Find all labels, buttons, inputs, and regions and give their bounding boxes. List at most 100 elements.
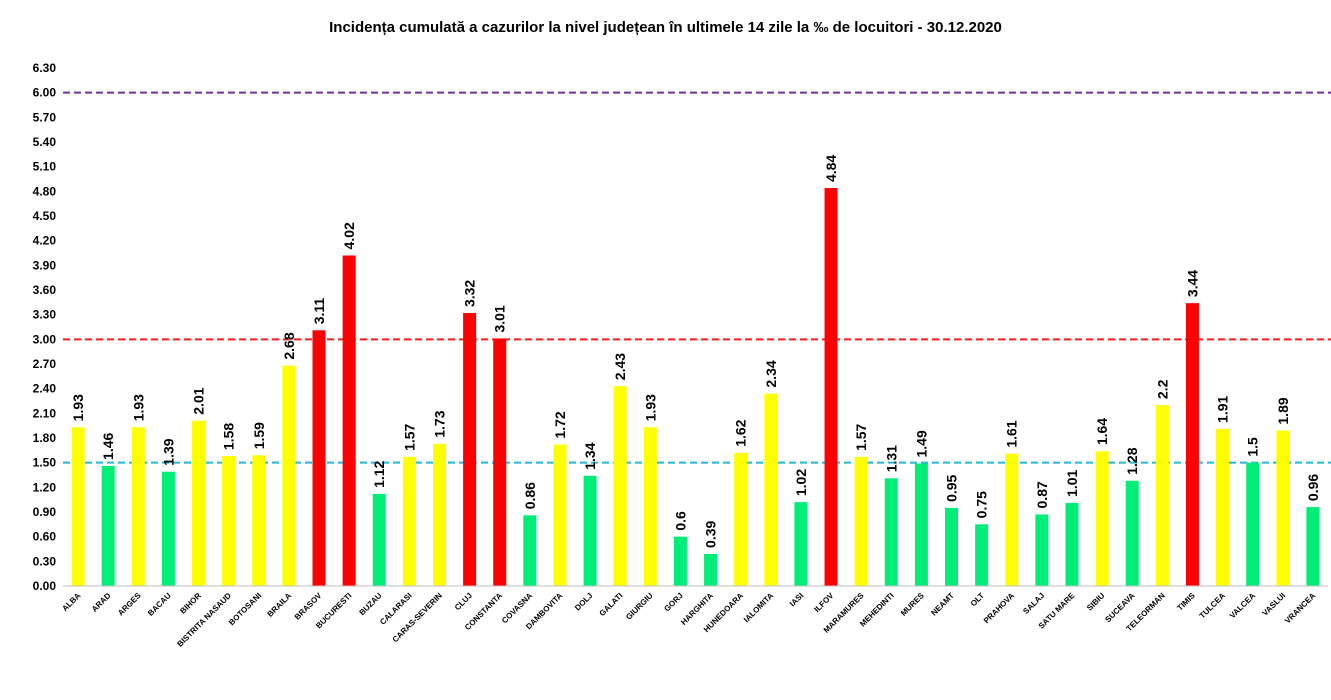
value-label-iasi: 1.02 [793,469,809,496]
value-label-bacau: 1.39 [160,438,176,465]
value-label-vaslui: 1.89 [1275,397,1291,424]
bar-sibiu [1095,451,1109,586]
value-label-dolj: 1.34 [582,442,598,469]
x-tick-label-timis: TIMIS [1175,591,1197,613]
value-label-arges: 1.93 [130,394,146,421]
bar-bucuresti [342,255,356,586]
y-tick-label: 3.00 [33,332,57,346]
bar-neamt [945,507,959,586]
y-tick-label: 6.30 [33,61,57,75]
value-label-ilfov: 4.84 [823,155,839,182]
bar-bihor [192,420,206,586]
x-tick-label-galati: GALATI [598,591,625,618]
bar-bistrita-nasaud [222,456,236,586]
bar-calarasi [402,456,416,586]
x-tick-label-ilfov: ILFOV [812,591,835,614]
bar-mures [914,463,928,586]
x-tick-label-tulcea: TULCEA [1198,591,1227,620]
bar-tulcea [1216,428,1230,586]
value-label-suceava: 1.28 [1124,447,1140,474]
y-tick-label: 4.50 [33,209,57,223]
y-tick-label: 1.80 [33,431,57,445]
value-label-sibiu: 1.64 [1094,418,1110,445]
bar-mehedinti [884,478,898,586]
bar-braila [282,365,296,586]
bar-olt [975,524,989,586]
x-tick-label-salaj: SALAJ [1021,591,1046,616]
bar-gorj [673,536,687,586]
x-tick-label-iasi: IASI [788,591,805,608]
bar-iasi [794,502,808,586]
bar-ialomita [764,393,778,586]
bar-giurgiu [643,427,657,586]
value-label-giurgiu: 1.93 [642,394,658,421]
x-tick-label-bihor: BIHOR [178,591,203,616]
value-label-hunedoara: 1.62 [733,419,749,446]
y-tick-label: 5.10 [33,160,57,174]
value-label-dambovita: 1.72 [552,411,568,438]
bar-harghita [704,553,718,586]
bar-salaj [1035,514,1049,586]
bar-dambovita [553,444,567,586]
value-label-valcea: 1.5 [1245,437,1261,457]
y-tick-label: 0.30 [33,554,57,568]
bar-galati [613,386,627,586]
x-tick-label-giurgiu: GIURGIU [624,591,655,622]
value-label-botosani: 1.59 [251,422,267,449]
value-label-cluj: 3.32 [462,280,478,307]
bars [71,188,1320,587]
value-label-alba: 1.93 [70,394,86,421]
bar-buzau [372,493,386,586]
x-tick-label-dolj: DOLJ [573,591,594,612]
value-label-arad: 1.46 [100,432,116,459]
bar-arges [131,427,145,586]
value-label-bucuresti: 4.02 [341,222,357,249]
reference-lines [63,91,1331,464]
value-label-bihor: 2.01 [191,387,207,414]
value-label-salaj: 0.87 [1034,481,1050,508]
value-label-covasna: 0.86 [522,482,538,509]
y-tick-label: 0.60 [33,530,57,544]
value-label-olt: 0.75 [974,491,990,518]
y-tick-label: 2.40 [33,382,57,396]
value-label-vrancea: 0.96 [1305,474,1321,501]
x-tick-label-arad: ARAD [90,591,113,614]
bar-vrancea [1306,507,1320,586]
value-label-braila: 2.68 [281,332,297,359]
y-tick-label: 4.80 [33,184,57,198]
value-label-teleorman: 2.2 [1154,379,1170,399]
bar-hunedoara [734,452,748,586]
y-tick-label: 0.90 [33,505,57,519]
value-label-tulcea: 1.91 [1215,395,1231,422]
y-tick-label: 3.60 [33,283,57,297]
bar-prahova [1005,453,1019,586]
value-label-constanta: 3.01 [492,305,508,332]
x-tick-label-vrancea: VRANCEA [1283,591,1317,625]
bar-maramures [854,456,868,586]
y-tick-label: 3.90 [33,258,57,272]
y-tick-label: 1.20 [33,480,57,494]
bar-dolj [583,475,597,586]
value-label-mures: 1.49 [913,430,929,457]
x-tick-label-vaslui: VASLUI [1261,591,1288,618]
bar-ilfov [824,188,838,587]
y-tick-label: 5.70 [33,110,57,124]
value-label-calarasi: 1.57 [401,423,417,450]
value-label-brasov: 3.11 [311,298,327,325]
value-label-neamt: 0.95 [944,474,960,501]
value-label-gorj: 0.6 [672,511,688,531]
y-tick-label: 3.30 [33,308,57,322]
bar-vaslui [1276,430,1290,586]
x-tick-label-gorj: GORJ [662,591,684,613]
bar-valcea [1246,462,1260,586]
value-label-ialomita: 2.34 [763,360,779,387]
x-tick-label-bacau: BACAU [146,591,173,618]
x-tick-label-prahova: PRAHOVA [982,591,1016,625]
bar-arad [101,465,115,586]
value-label-mehedinti: 1.31 [883,445,899,472]
bar-timis [1185,303,1199,586]
value-label-timis: 3.44 [1184,270,1200,297]
bar-brasov [312,330,326,586]
value-label-maramures: 1.57 [853,423,869,450]
